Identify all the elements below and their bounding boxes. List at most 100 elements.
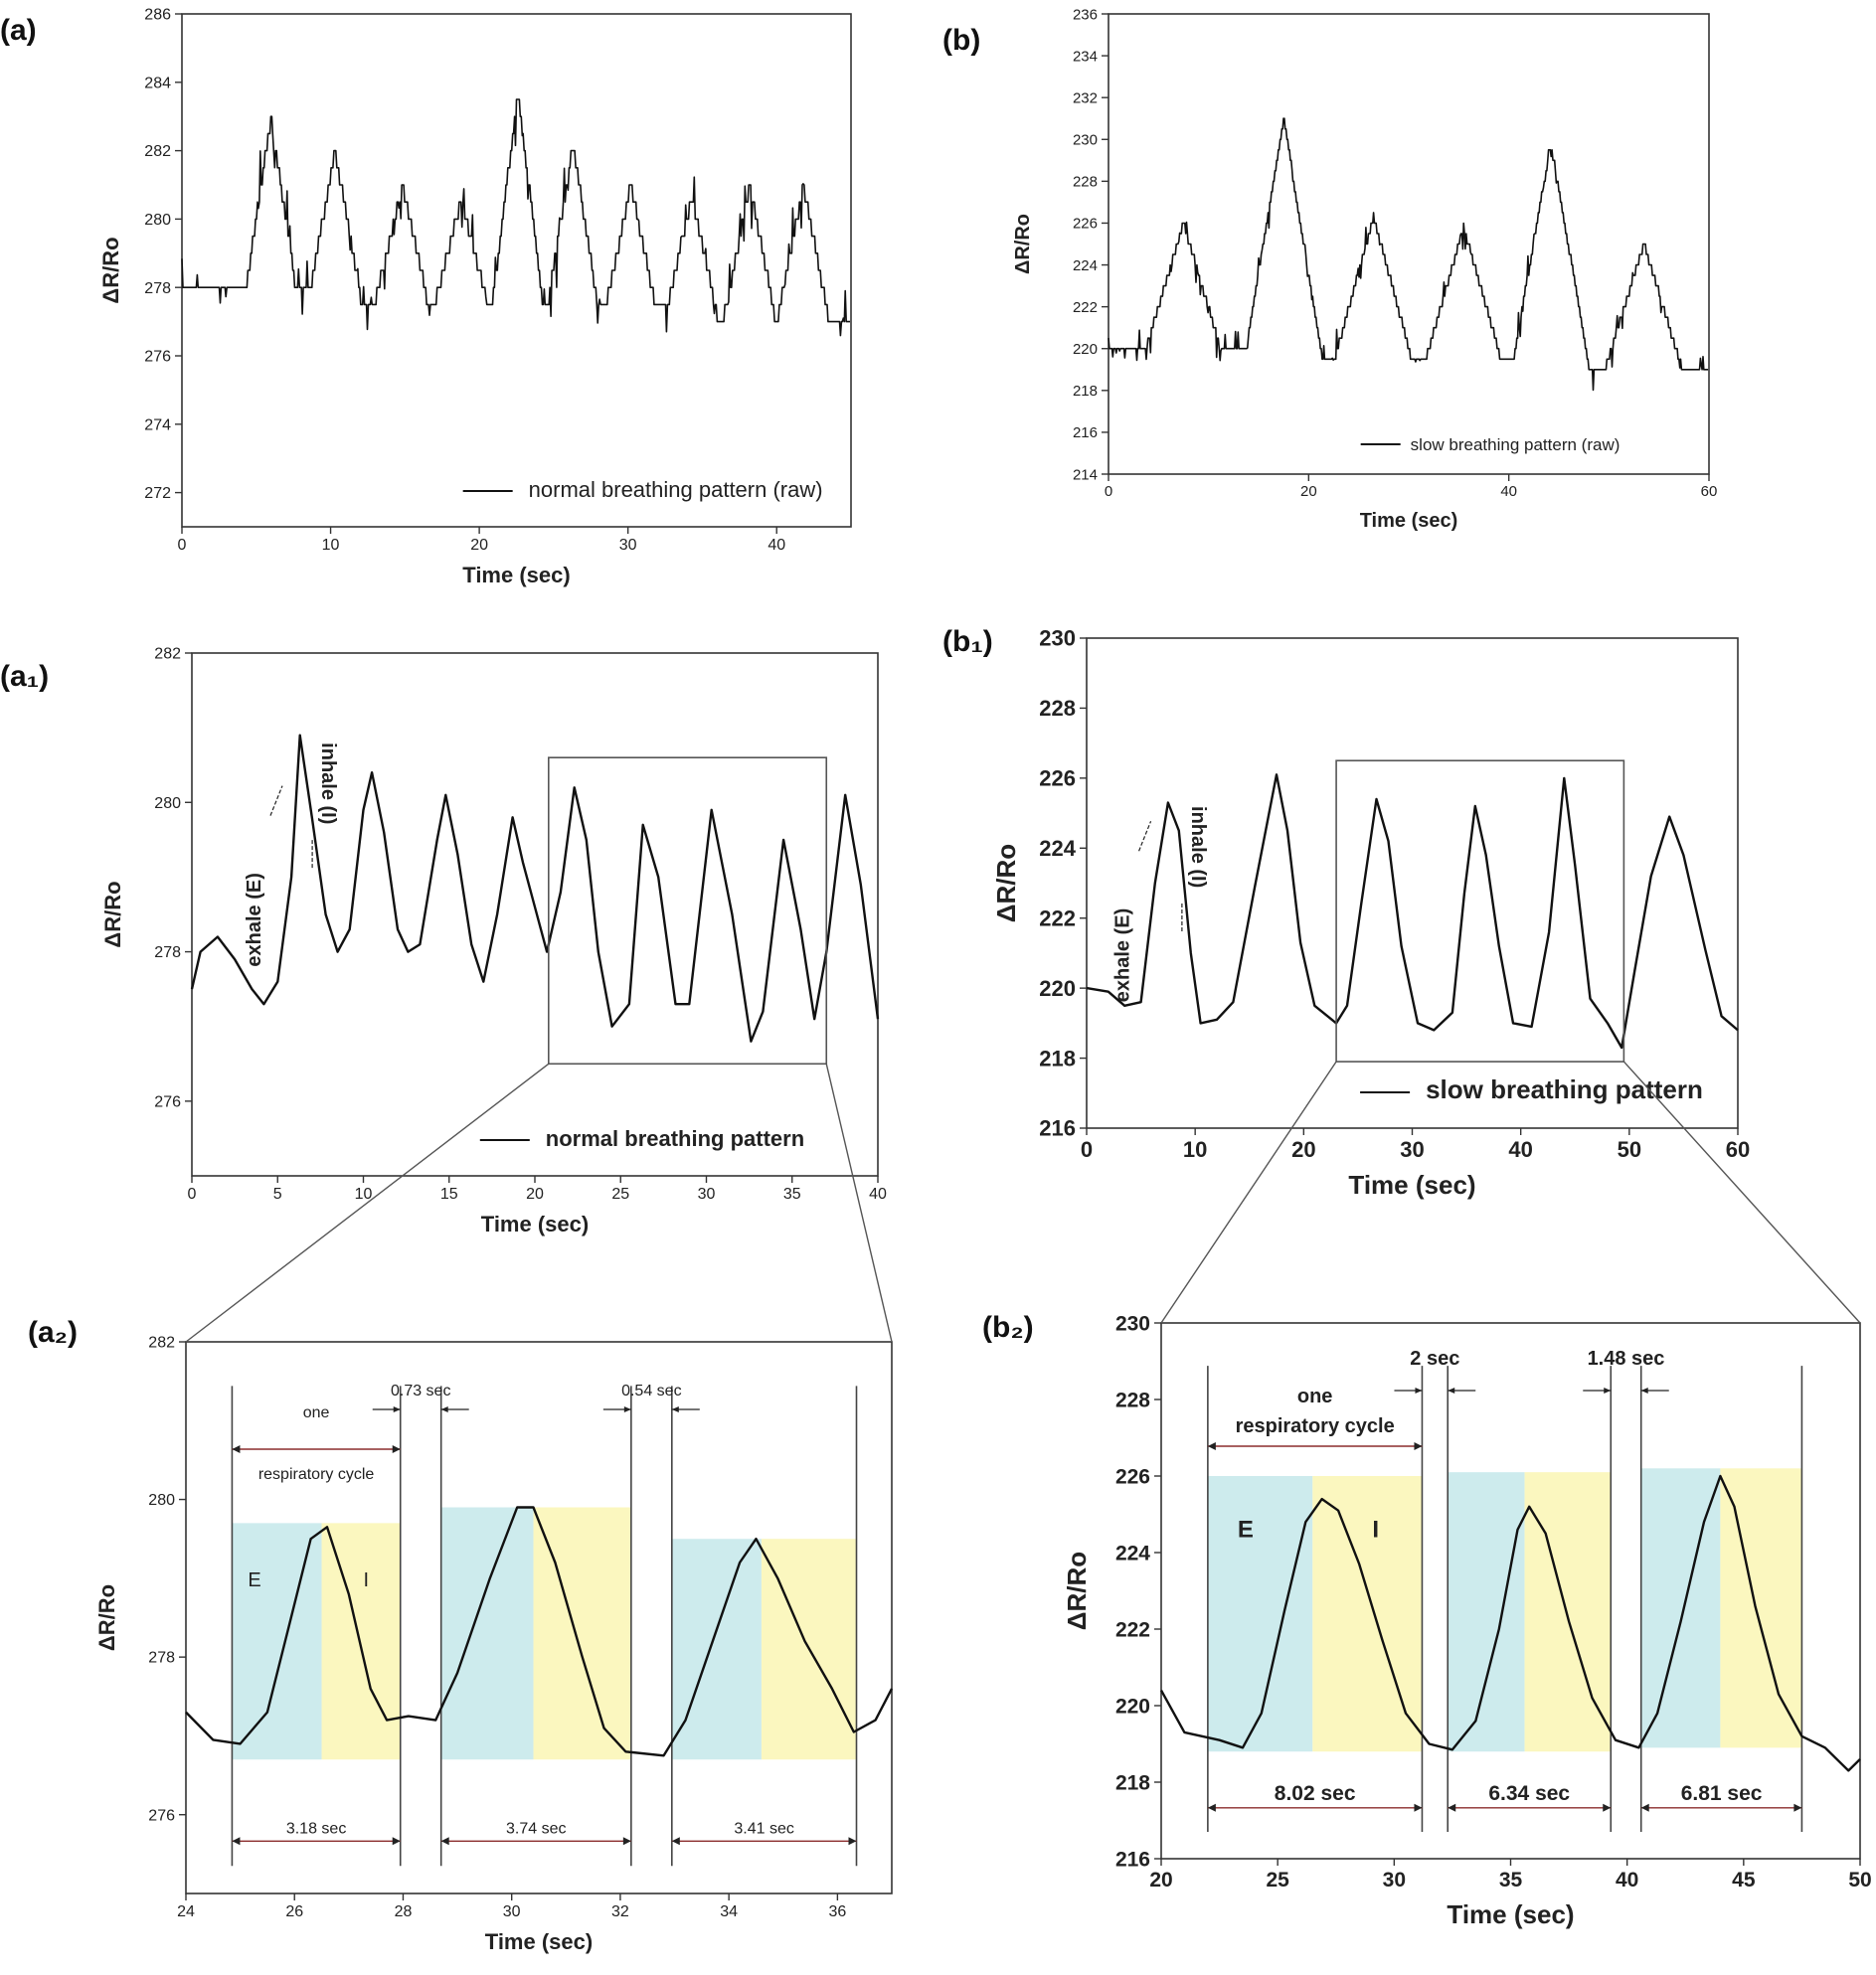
zoom-box [1335,759,1625,1063]
series-line [185,1506,894,1757]
chart-a1: 0 5 10 15 20 25 30 35 40 276 278 280 282 Time (sec) ΔR… [0,646,887,1236]
y-tick-label: 230 [1115,1312,1150,1335]
y-tick-label: 222 [1073,299,1098,316]
arrow-head [1640,1803,1649,1812]
chart-b: 0 20 40 60 214 216 218 220 222 224 226 228 230 232 234… [942,6,1717,532]
x-tick-label: 40 [767,537,785,554]
y-tick-label: 224 [1039,836,1076,861]
y-tick-label: 226 [1039,766,1076,791]
y-tick-label: 282 [148,1335,175,1352]
exhale-region [1207,1476,1313,1752]
plot-frame [1108,13,1710,475]
y-axis-title: ΔR/Ro [98,237,123,303]
one-label: one [1297,1386,1333,1407]
x-axis-title: Time (sec) [485,1929,593,1954]
x-tick-label: 45 [1732,1869,1756,1892]
y-tick-label: 228 [1073,174,1098,191]
inhale-label: inhale (I) [1187,806,1209,888]
chart-a2: 3.18 sec 3.74 sec 3.41 sec 24 26 28 30 32 34 36 27… [28,1316,894,1954]
arrow-head [623,1406,631,1412]
y-tick-label: 236 [1073,6,1098,23]
legend-label: normal breathing pattern (raw) [529,477,823,502]
x-tick-label: 32 [611,1903,629,1920]
y-tick-label: 278 [154,944,181,961]
x-tick-label: 20 [1300,483,1317,500]
legend-label: normal breathing pattern [546,1126,804,1151]
x-tick-label: 0 [178,537,187,554]
zoom-box [547,756,828,1066]
gap-label: 2 sec [1410,1348,1459,1370]
y-tick-label: 278 [148,1650,175,1667]
x-tick-label: 40 [1508,1137,1532,1162]
series-line [1108,117,1709,392]
x-tick-label: 35 [1499,1869,1523,1892]
exhale-arrow [269,785,283,816]
y-axis-title: ΔR/Ro [94,1584,119,1651]
x-tick-label: 40 [1616,1869,1638,1892]
y-tick-label: 228 [1039,696,1076,721]
x-tick-label: 30 [1400,1137,1424,1162]
y-tick-label: 230 [1039,626,1076,651]
cycle-duration-label: 3.18 sec [286,1820,346,1837]
y-tick-label: 218 [1039,1046,1076,1070]
inhale-label: inhale (I) [317,742,339,824]
exhale-label: exhale (E) [1112,908,1134,1002]
y-tick-label: 276 [154,1093,181,1110]
plot-frame [185,1341,893,1894]
x-tick-label: 28 [395,1903,413,1920]
panel-label: (a) [0,14,37,47]
arrow-head [1640,1388,1648,1394]
y-tick-label: 214 [1073,466,1098,483]
y-tick-label: 276 [148,1807,175,1824]
x-tick-label: 40 [869,1186,887,1203]
x-tick-label: 25 [611,1186,629,1203]
x-tick-label: 20 [1291,1137,1315,1162]
y-tick-label: 220 [1073,341,1098,358]
y-tick-label: 216 [1073,424,1098,441]
arrow-head [1207,1442,1216,1450]
x-axis-title: Time (sec) [1360,510,1458,532]
arrow-head [1414,1442,1423,1450]
y-axis-title: ΔR/Ro [991,844,1021,922]
panel-label: (a₂) [28,1316,78,1349]
inhale-region [1720,1468,1802,1748]
y-tick-label: 272 [144,485,171,502]
x-tick-label: 0 [188,1186,197,1203]
x-tick-label: 30 [1383,1869,1406,1892]
y-tick-label: 232 [1073,89,1098,106]
y-tick-label: 276 [144,349,171,366]
arrow-head [671,1406,679,1412]
y-tick-label: 230 [1073,132,1098,149]
y-tick-label: 218 [1115,1771,1150,1794]
respiratory-cycle-label: respiratory cycle [258,1466,375,1483]
exhale-region [440,1507,534,1760]
x-tick-label: 40 [1500,483,1517,500]
x-tick-label: 10 [1183,1137,1207,1162]
x-tick-label: 50 [1848,1869,1871,1892]
panel-label: (b₂) [982,1311,1034,1344]
x-axis-title: Time (sec) [462,563,570,587]
e-label: E [248,1569,260,1591]
x-tick-label: 30 [698,1186,716,1203]
exhale-label: exhale (E) [244,873,265,966]
x-axis-title: Time (sec) [1348,1170,1475,1200]
y-tick-label: 280 [148,1492,175,1509]
arrow-head [440,1837,449,1846]
chart-b2: 8.02 sec 6.34 sec 6.81 sec 20 25 30 35 40 45 50 21… [982,1311,1872,1929]
legend-label: slow breathing pattern [1426,1074,1703,1104]
y-tick-label: 280 [154,795,181,812]
y-tick-label: 234 [1073,48,1098,65]
y-tick-label: 222 [1115,1618,1150,1641]
y-tick-label: 216 [1115,1848,1150,1871]
gap-label: 0.54 sec [621,1383,681,1399]
x-axis-title: Time (sec) [1447,1899,1574,1929]
gap-label: 1.48 sec [1588,1348,1665,1370]
gap-label: 0.73 sec [391,1383,450,1399]
arrow-head [848,1837,857,1846]
arrow-head [232,1445,241,1453]
y-tick-label: 224 [1073,257,1098,274]
y-tick-label: 226 [1115,1465,1150,1488]
i-label: I [364,1569,370,1591]
plot-frame [181,13,852,528]
